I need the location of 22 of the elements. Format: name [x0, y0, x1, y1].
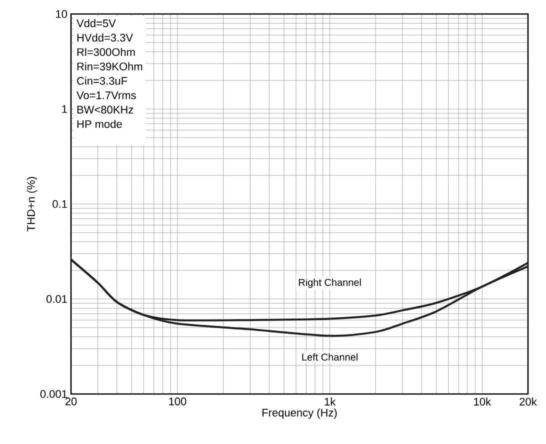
y-tick-label: 1	[62, 105, 67, 113]
x-axis-title: Frequency (Hz)	[262, 408, 337, 419]
x-tick-label: 10k	[474, 398, 492, 406]
annotation: HP mode	[77, 120, 122, 128]
y-tick-label: 0.1	[52, 200, 67, 208]
annotation: Vo=1.7Vrms	[76, 92, 136, 100]
annotation: BW<80KHz	[77, 106, 134, 114]
y-axis-title: THD+n (%)	[26, 177, 38, 232]
x-tick-label: 100	[169, 398, 186, 406]
x-tick-label: 20	[65, 398, 77, 406]
x-tick-label: 20k	[520, 398, 537, 406]
series-label: Left Channel	[302, 353, 358, 361]
annotation: Rl=300Ohm	[77, 48, 135, 56]
text: Right Channel	[298, 278, 361, 288]
x-tick-label: 1k	[324, 398, 336, 406]
annotation: HVdd=3.3V	[77, 34, 133, 42]
annotation: Rin=39KOhm	[77, 62, 142, 70]
y-tick-label: 10	[56, 10, 68, 18]
y-tick-label: 0.001	[40, 390, 67, 398]
annotation: Cin=3.3uF	[77, 76, 128, 85]
y-tick-label: 0.01	[46, 295, 67, 303]
annotation: Vdd=5V	[76, 19, 116, 28]
